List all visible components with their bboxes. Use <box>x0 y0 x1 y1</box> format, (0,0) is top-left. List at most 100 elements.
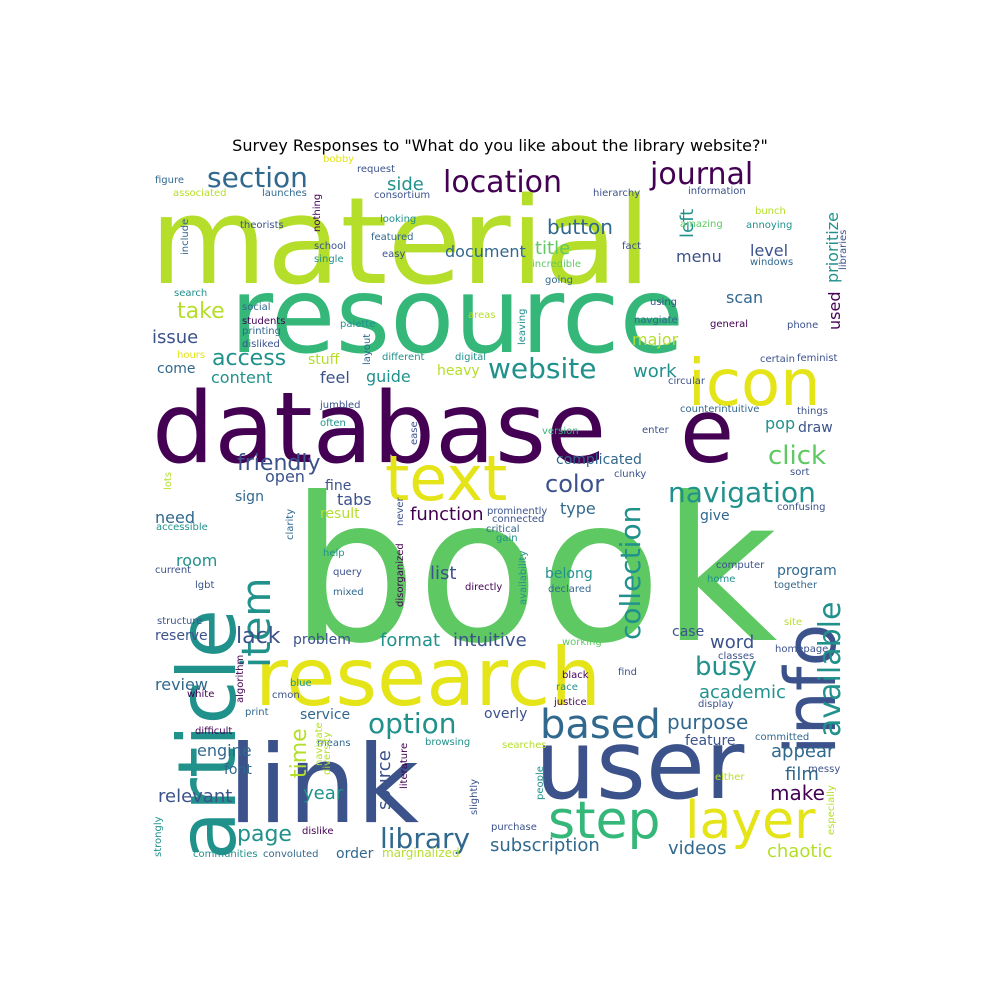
word-fact: fact <box>622 241 641 252</box>
word-guide: guide <box>366 367 411 386</box>
word-journal: journal <box>649 157 753 192</box>
word-bunch: bunch <box>755 206 786 217</box>
word-strongly: strongly <box>153 816 164 857</box>
word-prominently: prominently <box>487 506 547 517</box>
word-annoying: annoying <box>746 220 792 231</box>
word-committed: committed <box>755 732 809 743</box>
word-overly: overly <box>484 706 527 722</box>
word-messy: messy <box>808 764 840 775</box>
word-using: using <box>650 297 677 308</box>
word-heavy: heavy <box>437 363 480 379</box>
word-means: means <box>317 738 351 749</box>
word-problem: problem <box>293 632 351 648</box>
word-layer: layer <box>685 791 816 851</box>
word-classes: classes <box>718 651 754 662</box>
word-time: time <box>287 728 312 778</box>
word-subscription: subscription <box>490 835 600 856</box>
word-chaotic: chaotic <box>767 841 832 862</box>
word-database: database <box>152 372 606 486</box>
word-critical: critical <box>486 524 520 535</box>
word-counterintuitive: counterintuitive <box>680 404 759 415</box>
word-layout: layout <box>362 334 373 365</box>
word-home: home <box>707 574 735 585</box>
word-marginalized: marginalized <box>382 846 460 860</box>
word-cmon: cmon <box>272 690 300 701</box>
word-source: source <box>374 750 395 810</box>
word-different: different <box>382 352 425 363</box>
word-page: page <box>237 822 292 847</box>
word-word: word <box>710 632 754 653</box>
word-convoluted: convoluted <box>263 849 319 860</box>
word-black: black <box>562 670 589 681</box>
word-launches: launches <box>262 188 307 199</box>
word-include: include <box>180 219 191 255</box>
word-searches: searches <box>502 740 547 751</box>
word-side: side <box>387 174 424 195</box>
word-featured: featured <box>371 232 413 243</box>
word-literature: literature <box>399 743 410 789</box>
word-relevant: relevant <box>158 786 232 807</box>
word-availability: availability <box>518 551 529 605</box>
word-associated: associated <box>173 188 227 199</box>
word-format: format <box>380 630 440 651</box>
word-white: white <box>187 689 214 700</box>
word-sort: sort <box>790 467 809 478</box>
word-reserve: reserve <box>155 628 208 644</box>
word-lgbt: lgbt <box>195 580 214 591</box>
word-search: search <box>174 288 207 299</box>
chart-title: Survey Responses to "What do you like ab… <box>232 136 768 155</box>
word-feel: feel <box>320 368 350 387</box>
word-give: give <box>700 508 730 524</box>
word-hours: hours <box>177 350 205 361</box>
word-accessible: accessible <box>156 522 208 533</box>
word-draw: draw <box>798 420 833 436</box>
word-order: order <box>336 846 374 862</box>
word-work: work <box>633 361 677 382</box>
word-purpose: purpose <box>667 710 748 734</box>
word-diversity: diversity <box>322 732 333 775</box>
word-busy: busy <box>695 652 757 682</box>
word-nothing: nothing <box>312 194 323 232</box>
word-dislike: dislike <box>302 826 333 837</box>
word-level: level <box>750 241 788 260</box>
word-printing: printing <box>242 326 281 337</box>
word-location: location <box>443 165 562 200</box>
word-navigation: navigation <box>668 476 816 509</box>
word-library: library <box>380 822 470 855</box>
word-function: function <box>410 504 484 525</box>
word-structure: structure <box>157 616 202 627</box>
word-together: together <box>774 580 818 591</box>
word-bobby: bobby <box>323 154 354 165</box>
word-hierarchy: hierarchy <box>593 188 640 199</box>
word-font: font <box>224 762 252 778</box>
word-windows: windows <box>750 257 793 268</box>
word-title: title <box>535 238 570 259</box>
word-clarity: clarity <box>285 509 296 540</box>
word-user: user <box>535 709 745 821</box>
word-figure: figure <box>155 175 184 186</box>
word-race: race <box>556 682 578 693</box>
word-especially: especially <box>826 785 837 835</box>
word-clunky: clunky <box>614 469 646 480</box>
word-circular: circular <box>668 376 706 387</box>
word-color: color <box>545 470 604 498</box>
word-button: button <box>547 215 613 239</box>
word-mixed: mixed <box>333 587 364 598</box>
word-computer: computer <box>716 560 765 571</box>
word-come: come <box>157 361 196 377</box>
word-sign: sign <box>235 489 264 505</box>
word-things: things <box>797 406 828 417</box>
word-tabs: tabs <box>337 490 372 509</box>
word-incredible: incredible <box>532 259 581 270</box>
word-feature: feature <box>685 733 736 749</box>
word-fine: fine <box>325 478 351 494</box>
word-easy: easy <box>382 249 405 260</box>
word-display: display <box>698 699 734 710</box>
word-digital: digital <box>455 352 486 363</box>
word-option: option <box>368 707 457 740</box>
word-print: print <box>245 707 269 718</box>
word-information: information <box>688 186 746 197</box>
word-used: used <box>825 292 844 330</box>
word-school: school <box>314 241 346 252</box>
